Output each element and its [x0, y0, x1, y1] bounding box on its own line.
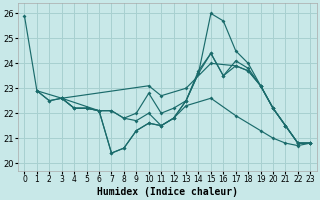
X-axis label: Humidex (Indice chaleur): Humidex (Indice chaleur) — [97, 186, 238, 197]
